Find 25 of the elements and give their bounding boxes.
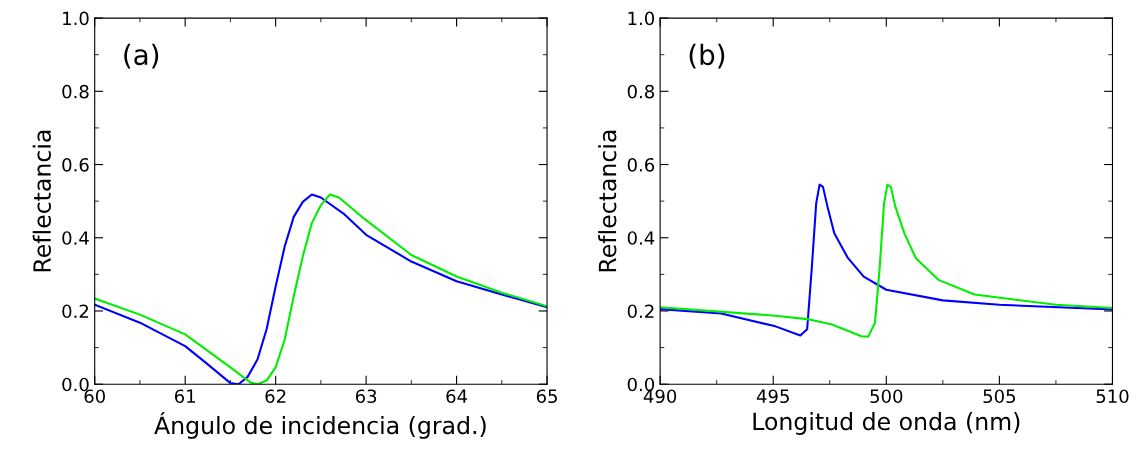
x-tick-label: 65	[536, 389, 557, 404]
x-tick-label: 63	[355, 389, 377, 404]
y-tick-label: 0.4	[627, 231, 655, 245]
y-tick-label: 0.2	[627, 304, 654, 319]
x-axis-title: Longitud de onda (nm)	[753, 412, 1020, 435]
y-tick-label: 0.4	[62, 231, 89, 245]
y-tick-label: 0.8	[62, 84, 89, 99]
y-axis-title: Reflectancia	[32, 130, 51, 272]
y-tick-label: 1.0	[628, 11, 655, 26]
y-tick-label: 0.8	[627, 84, 655, 99]
x-tick-label: 61	[174, 389, 195, 404]
x-tick-label: 62	[265, 389, 286, 404]
x-tick-label: 64	[446, 389, 468, 404]
y-tick-label: 0.6	[62, 157, 89, 172]
x-tick-label: 510	[1096, 389, 1129, 404]
x-tick-label: 505	[983, 389, 1016, 404]
x-tick-label: 500	[870, 389, 903, 404]
x-tick-label: 495	[756, 389, 789, 404]
y-axis-title: Reflectancia	[598, 130, 617, 272]
annotation: (a)	[124, 43, 159, 69]
y-tick-label: 0.2	[62, 304, 89, 319]
y-tick-label: 1.0	[63, 11, 89, 26]
x-axis-title: Ángulo de incidencia (grad.)	[154, 412, 486, 439]
y-tick-label: 0.6	[627, 157, 655, 172]
annotation: (b)	[689, 43, 725, 69]
